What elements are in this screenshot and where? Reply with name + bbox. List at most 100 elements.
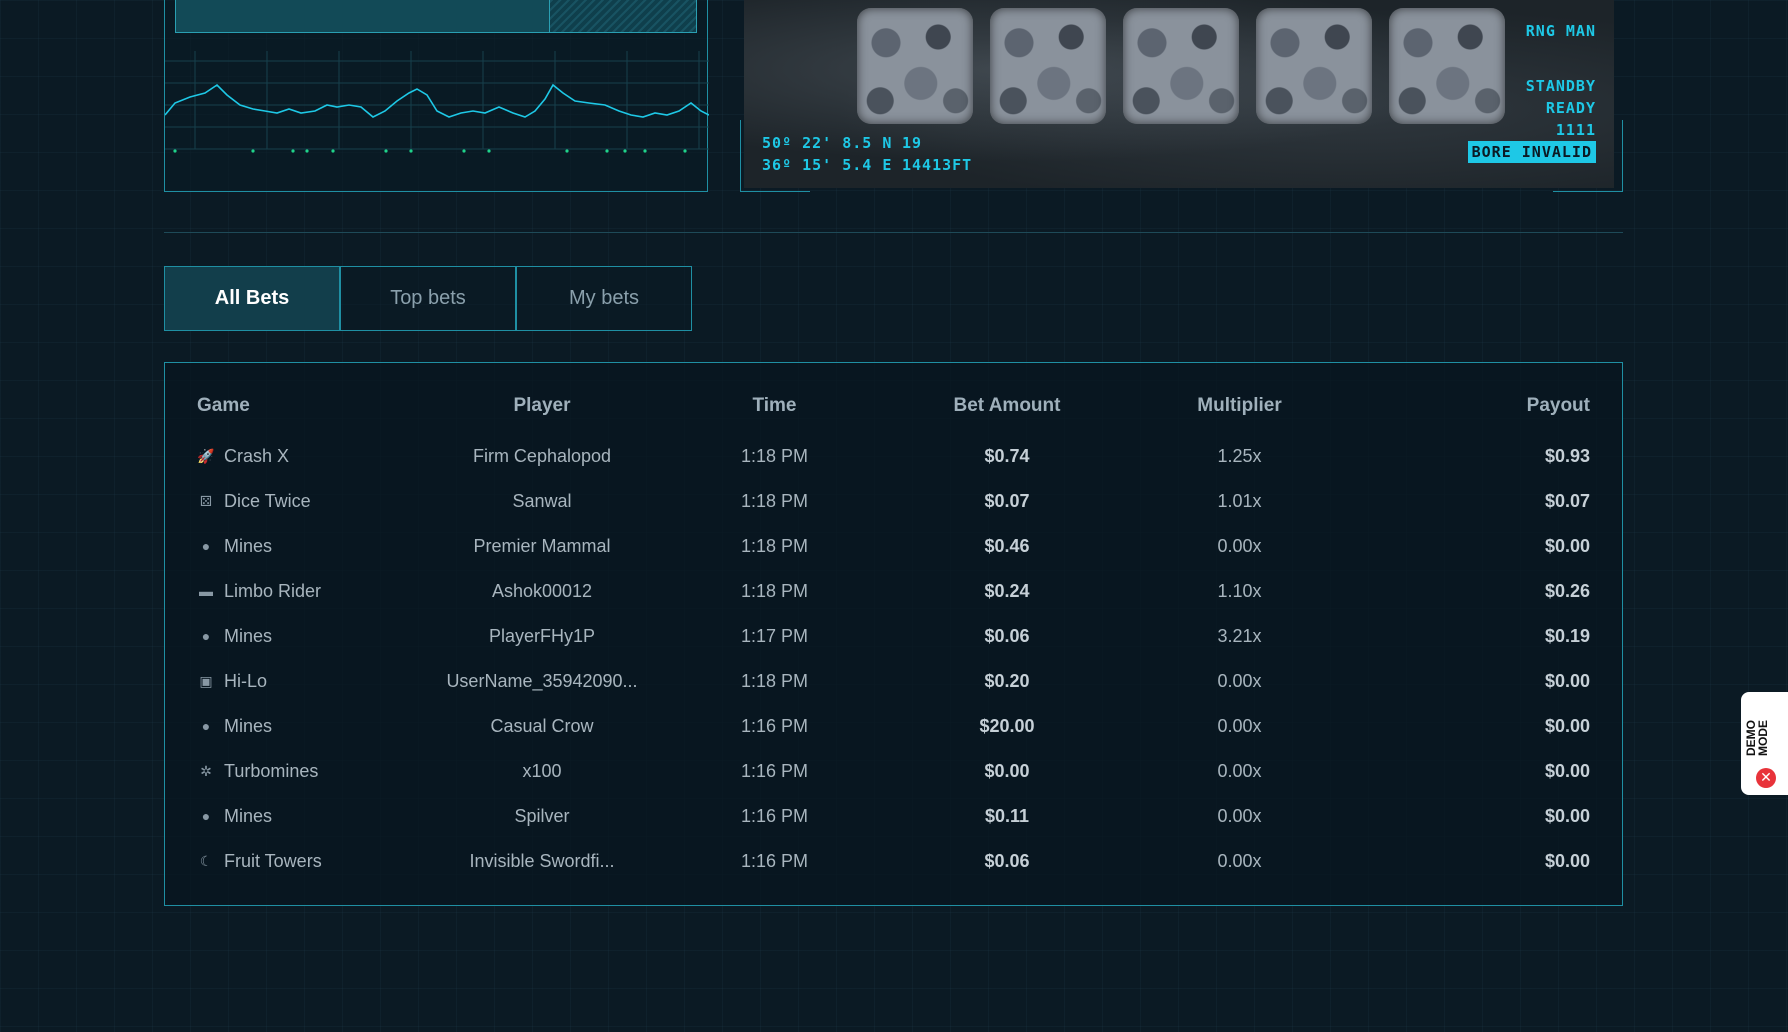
multiplier-cell: 0.00x bbox=[1217, 715, 1262, 736]
player-cell[interactable]: PlayerFHy1P bbox=[488, 625, 596, 646]
payout-cell: $0.00 bbox=[1544, 805, 1590, 826]
player-cell[interactable]: Sanwal bbox=[512, 490, 572, 511]
coord-lon: 36º 15' 5.4 E bbox=[762, 156, 893, 174]
header-player: Player bbox=[513, 395, 571, 416]
multiplier-cell: 0.00x bbox=[1217, 535, 1262, 556]
game-name: Limbo Rider bbox=[224, 580, 322, 601]
progress-fill bbox=[176, 0, 551, 32]
frame-corner-left bbox=[740, 120, 810, 192]
player-cell[interactable]: x100 bbox=[522, 760, 562, 781]
status-mode: RNG MAN bbox=[1525, 22, 1596, 40]
section-divider bbox=[164, 232, 1623, 233]
limbo-icon: ▬ bbox=[199, 583, 213, 599]
close-icon[interactable]: ✕ bbox=[1756, 768, 1776, 788]
tab-top-bets[interactable]: Top bets bbox=[340, 266, 516, 331]
slot-reel bbox=[857, 8, 973, 124]
payout-cell: $0.00 bbox=[1544, 850, 1590, 871]
game-name: Fruit Towers bbox=[224, 850, 322, 871]
bet-amount-cell: $0.07 bbox=[984, 490, 1030, 511]
player-cell[interactable]: Invisible Swordfi... bbox=[469, 850, 615, 871]
payout-cell: $0.00 bbox=[1544, 535, 1590, 556]
rocket-icon: 🚀 bbox=[197, 447, 215, 464]
status-badge: BORE INVALID bbox=[1467, 141, 1596, 163]
game-name: Mines bbox=[224, 715, 273, 736]
time-cell: 1:16 PM bbox=[740, 850, 809, 871]
game-name: Mines bbox=[224, 805, 273, 826]
table-row[interactable]: 🚀 Crash X Firm Cephalopod 1:18 PM $0.74 1.25x… bbox=[197, 439, 1590, 473]
player-cell[interactable]: UserName_35942090... bbox=[446, 670, 638, 691]
slot-reel bbox=[1123, 8, 1239, 124]
bomb-icon: ● bbox=[201, 808, 211, 824]
coord-lat: 50º 22' 8.5 N bbox=[762, 134, 893, 152]
coordinate-readout: 50º 22' 8.5 N 19 36º 15' 5.4 E 14413FT bbox=[762, 132, 972, 176]
header-multiplier: Multiplier bbox=[1197, 395, 1282, 416]
time-cell: 1:17 PM bbox=[740, 625, 809, 646]
progress-bar bbox=[175, 0, 697, 33]
slot-panel: 50º 22' 8.5 N 19 36º 15' 5.4 E 14413FT RNG… bbox=[740, 0, 1623, 192]
payout-cell: $0.07 bbox=[1544, 490, 1590, 511]
slot-reel bbox=[1389, 8, 1505, 124]
game-cell[interactable]: ▬ Limbo Rider bbox=[197, 581, 437, 602]
bet-amount-cell: $0.20 bbox=[984, 670, 1030, 691]
table-row[interactable]: ⚄ Dice Twice Sanwal 1:18 PM $0.07 1.01x $0.07 bbox=[197, 484, 1590, 518]
multiplier-cell: 3.21x bbox=[1217, 625, 1262, 646]
status-readout: RNG MAN STANDBY READY 1111 BORE INVALID bbox=[1467, 20, 1596, 163]
player-cell[interactable]: Premier Mammal bbox=[473, 535, 611, 556]
status-standby: STANDBY bbox=[1525, 77, 1596, 95]
frame-corner-right bbox=[1553, 120, 1623, 192]
player-cell[interactable]: Casual Crow bbox=[490, 715, 594, 736]
game-cell[interactable]: ● Mines bbox=[197, 626, 437, 647]
game-cell[interactable]: 🚀 Crash X bbox=[197, 446, 437, 467]
game-cell[interactable]: ● Mines bbox=[197, 716, 437, 737]
bets-table: Game Player Time Bet Amount Multiplier P… bbox=[164, 362, 1623, 906]
player-cell[interactable]: Spilver bbox=[514, 805, 570, 826]
dice-icon: ⚄ bbox=[199, 492, 213, 509]
game-cell[interactable]: ✲ Turbomines bbox=[197, 761, 437, 782]
demo-mode-tab[interactable]: DEMO MODE ✕ bbox=[1741, 692, 1788, 795]
multiplier-cell: 0.00x bbox=[1217, 805, 1262, 826]
tab-my-bets[interactable]: My bets bbox=[516, 266, 692, 331]
game-name: Turbomines bbox=[224, 760, 319, 781]
bet-amount-cell: $0.00 bbox=[984, 760, 1030, 781]
payout-cell: $0.26 bbox=[1544, 580, 1590, 601]
player-cell[interactable]: Firm Cephalopod bbox=[472, 445, 612, 466]
game-cell[interactable]: ▣ Hi-Lo bbox=[197, 671, 437, 692]
table-row[interactable]: ☾ Fruit Towers Invisible Swordfi... 1:16 PM… bbox=[197, 844, 1590, 878]
player-cell[interactable]: Ashok00012 bbox=[491, 580, 593, 601]
table-row[interactable]: ✲ Turbomines x100 1:16 PM $0.00 0.00x $0.00 bbox=[197, 754, 1590, 788]
turbo-icon: ✲ bbox=[200, 762, 212, 779]
game-cell[interactable]: ● Mines bbox=[197, 806, 437, 827]
tab-all-bets[interactable]: All Bets bbox=[164, 266, 340, 331]
bets-tabs: All Bets Top bets My bets bbox=[164, 266, 692, 331]
game-name: Mines bbox=[224, 535, 273, 556]
bet-amount-cell: $20.00 bbox=[979, 715, 1035, 736]
table-header: Game Player Time Bet Amount Multiplier P… bbox=[197, 389, 1590, 423]
time-cell: 1:18 PM bbox=[740, 670, 809, 691]
table-row[interactable]: ● Mines Spilver 1:16 PM $0.11 0.00x $0.00 bbox=[197, 799, 1590, 833]
time-cell: 1:16 PM bbox=[740, 760, 809, 781]
table-row[interactable]: ● Mines Premier Mammal 1:18 PM $0.46 0.00x $0.… bbox=[197, 529, 1590, 563]
bomb-icon: ● bbox=[201, 628, 211, 644]
bet-amount-cell: $0.46 bbox=[984, 535, 1030, 556]
game-name: Mines bbox=[224, 625, 273, 646]
multiplier-cell: 0.00x bbox=[1217, 670, 1262, 691]
fruit-icon: ☾ bbox=[199, 852, 213, 869]
slot-screen: 50º 22' 8.5 N 19 36º 15' 5.4 E 14413FT RNG… bbox=[744, 0, 1614, 188]
game-name: Hi-Lo bbox=[224, 670, 268, 691]
table-row[interactable]: ▣ Hi-Lo UserName_35942090... 1:18 PM $0.20 0.… bbox=[197, 664, 1590, 698]
multiplier-cell: 0.00x bbox=[1217, 760, 1262, 781]
table-row[interactable]: ● Mines Casual Crow 1:16 PM $20.00 0.00x $0.00 bbox=[197, 709, 1590, 743]
table-row[interactable]: ▬ Limbo Rider Ashok00012 1:18 PM $0.24 1.10x $… bbox=[197, 574, 1590, 608]
game-name: Crash X bbox=[224, 445, 290, 466]
bet-amount-cell: $0.06 bbox=[984, 850, 1030, 871]
table-row[interactable]: ● Mines PlayerFHy1P 1:17 PM $0.06 3.21x $0.19 bbox=[197, 619, 1590, 653]
payout-cell: $0.00 bbox=[1544, 715, 1590, 736]
chart-panel bbox=[164, 0, 709, 192]
game-cell[interactable]: ☾ Fruit Towers bbox=[197, 851, 437, 872]
game-cell[interactable]: ⚄ Dice Twice bbox=[197, 491, 437, 512]
game-cell[interactable]: ● Mines bbox=[197, 536, 437, 557]
demo-mode-label: DEMO MODE bbox=[1744, 720, 1770, 756]
header-payout: Payout bbox=[1526, 395, 1590, 416]
bomb-icon: ● bbox=[201, 718, 211, 734]
slot-reel bbox=[1256, 8, 1372, 124]
